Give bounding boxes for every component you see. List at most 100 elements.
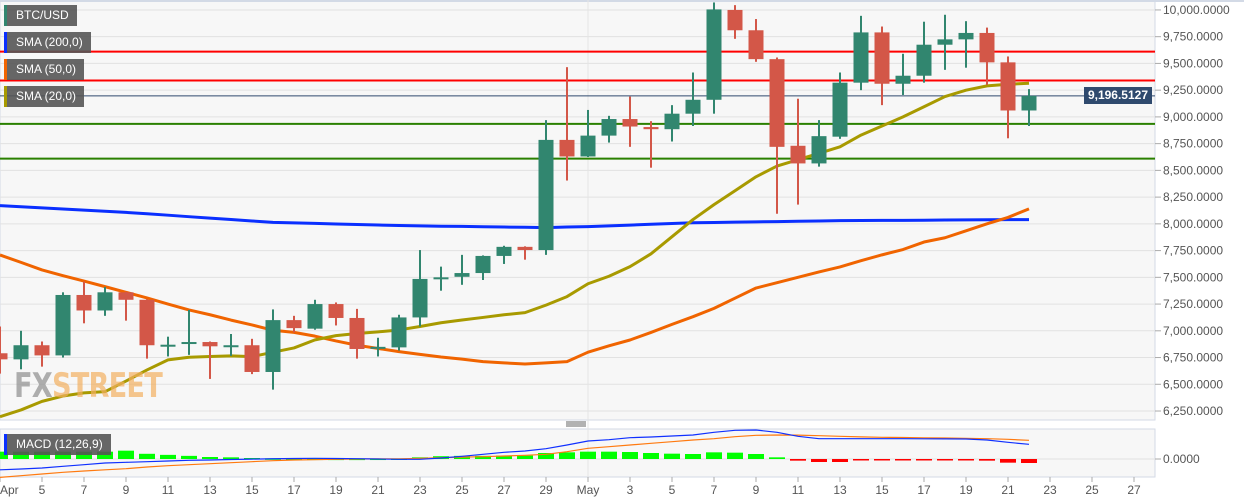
x-tick-label: 23 xyxy=(1043,483,1057,497)
candle xyxy=(223,334,239,356)
x-tick-label: 11 xyxy=(162,483,175,497)
last-price-tag: 9,196.5127 xyxy=(1083,87,1152,105)
candle-body xyxy=(496,246,512,256)
sma200-line xyxy=(0,204,1030,230)
y-tick-label: 7,000.0000 xyxy=(1163,324,1223,338)
macd-histogram-bar xyxy=(580,451,596,459)
legend-btcusd[interactable]: BTC/USD xyxy=(4,5,77,26)
candle xyxy=(580,109,596,158)
macd-histogram-bar xyxy=(664,453,680,459)
candle xyxy=(118,291,134,321)
candle-body xyxy=(853,32,869,83)
candle xyxy=(286,315,302,333)
candle xyxy=(748,19,764,62)
candle-body xyxy=(349,317,365,349)
candle-body xyxy=(517,246,533,251)
macd-histogram-bar xyxy=(139,453,155,459)
legend-color-strip xyxy=(4,434,7,455)
y-tick-label: 8,000.0000 xyxy=(1163,217,1223,231)
candle-body xyxy=(118,292,134,300)
candle xyxy=(979,27,995,85)
x-tick-label: 15 xyxy=(245,483,259,497)
candle-body xyxy=(202,342,218,347)
candle xyxy=(853,15,869,91)
macd-histogram-bar xyxy=(937,459,953,461)
macd-histogram-bar xyxy=(685,454,701,459)
x-tick-label: 15 xyxy=(875,483,889,497)
macd-histogram-bar xyxy=(643,453,659,459)
legend-macd[interactable]: MACD (12,26,9) xyxy=(4,434,111,455)
legend-sma200[interactable]: SMA (200,0) xyxy=(4,32,91,53)
y-tick-label: 9,250.0000 xyxy=(1163,83,1223,97)
macd-line xyxy=(0,429,1030,471)
macd-histogram-bar xyxy=(832,459,848,462)
x-tick-label: 23 xyxy=(413,483,427,497)
candle-body xyxy=(832,82,848,137)
legend-sma20[interactable]: SMA (20,0) xyxy=(4,86,85,107)
macd-histogram-bar xyxy=(0,451,8,459)
candle xyxy=(76,281,92,324)
candle-body xyxy=(790,145,806,164)
macd-histogram-bar xyxy=(958,459,974,461)
candle xyxy=(244,338,260,375)
candle xyxy=(496,245,512,264)
candle xyxy=(0,326,8,374)
candle-body xyxy=(307,304,323,329)
macd-histogram-bar xyxy=(55,451,71,459)
candle xyxy=(937,14,953,70)
candle xyxy=(202,341,218,379)
candle-body xyxy=(937,39,953,45)
macd-histogram-bar xyxy=(1000,459,1016,463)
candle xyxy=(391,314,407,351)
x-tick-label: May xyxy=(577,483,600,497)
x-tick-label: 5 xyxy=(39,483,46,497)
top-border xyxy=(0,0,1244,2)
macd-histogram-bar xyxy=(517,455,533,459)
candle xyxy=(97,286,113,316)
macd-histogram-bar xyxy=(895,459,911,461)
candle-body xyxy=(895,75,911,84)
candle-body xyxy=(874,32,890,84)
macd-y-tick-label: 0.0000 xyxy=(1163,452,1200,466)
macd-histogram-bar xyxy=(181,455,197,459)
x-tick-label: 25 xyxy=(455,483,469,497)
x-tick-label: 27 xyxy=(497,483,511,497)
x-tick-label: 9 xyxy=(123,483,130,497)
legend-sma50[interactable]: SMA (50,0) xyxy=(4,59,85,80)
candle xyxy=(454,254,470,285)
macd-histogram-bar xyxy=(118,450,134,459)
y-tick-label: 6,750.0000 xyxy=(1163,351,1223,365)
candle-body xyxy=(55,294,71,356)
watermark-street: STREET xyxy=(51,366,163,406)
x-tick-label: 13 xyxy=(833,483,847,497)
macd-histogram-bar xyxy=(538,453,554,459)
fxstreet-watermark-logo: FXSTREET xyxy=(14,366,163,406)
macd-histogram-bar xyxy=(286,458,302,460)
candle-body xyxy=(13,345,29,360)
candle xyxy=(307,299,323,330)
candle xyxy=(538,120,554,255)
candle-body xyxy=(748,30,764,60)
candle xyxy=(874,26,890,106)
x-tick-label: 3 xyxy=(627,483,634,497)
candle-body xyxy=(601,119,617,136)
macd-histogram-bar xyxy=(706,452,722,459)
x-tick-label: 7 xyxy=(81,483,88,497)
sma20-line xyxy=(0,81,1030,419)
macd-histogram-bar xyxy=(559,452,575,459)
x-tick-label: 7 xyxy=(711,483,718,497)
macd-histogram-bar xyxy=(223,457,239,459)
candle xyxy=(916,21,932,83)
candle-body xyxy=(622,119,638,127)
candle xyxy=(1000,56,1016,139)
legend-label: SMA (20,0) xyxy=(16,89,77,103)
candle xyxy=(832,72,848,139)
candle-body xyxy=(727,9,743,31)
x-tick-label: 9 xyxy=(753,483,760,497)
candle xyxy=(13,330,29,370)
y-tick-label: 9,750.0000 xyxy=(1163,30,1223,44)
candle-body xyxy=(811,136,827,164)
macd-histogram-bar xyxy=(76,451,92,459)
macd-histogram-bar xyxy=(496,455,512,459)
